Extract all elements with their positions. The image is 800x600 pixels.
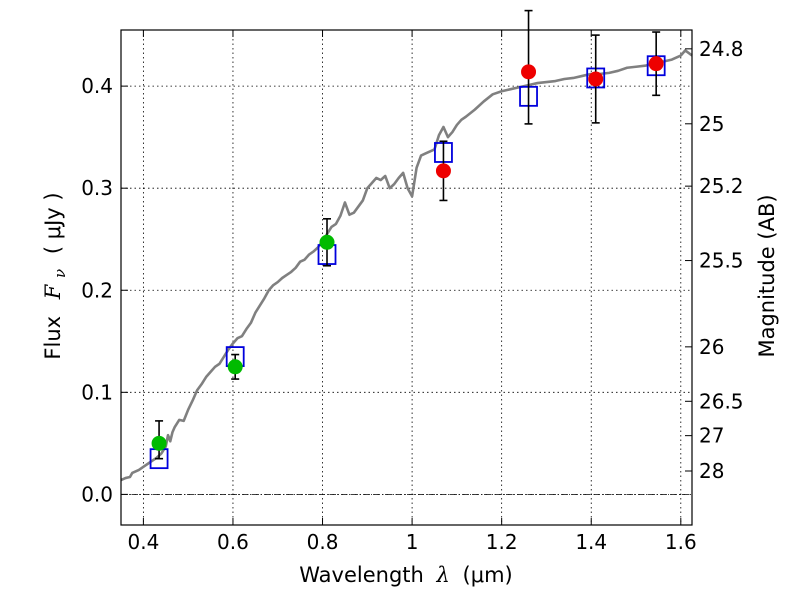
green-flux-point xyxy=(151,435,167,451)
y-tick-label: 0.4 xyxy=(81,74,113,98)
mag-tick-label: 28 xyxy=(699,459,724,483)
x-tick-label: 0.6 xyxy=(217,530,249,554)
y-tick-label: 0.1 xyxy=(81,380,113,404)
x-tick-label: 1.6 xyxy=(665,530,697,554)
red-flux-point xyxy=(588,71,604,87)
y-axis-title: Flux F ν ( μJy ) xyxy=(41,192,70,359)
x-tick-label: 1 xyxy=(406,530,419,554)
x-tick-label: 1.2 xyxy=(486,530,518,554)
y-axis-title-prefix: Flux xyxy=(41,316,65,360)
y-axis-title-symbol: F xyxy=(41,283,65,300)
mag-tick-label: 26.5 xyxy=(699,389,744,413)
y-axis-title-units: ( μJy ) xyxy=(41,192,65,254)
right-axis-title: Magnitude (AB) xyxy=(755,194,779,357)
photometry-points xyxy=(151,56,664,451)
model-sed-line xyxy=(120,49,693,482)
y-tick-label: 0.2 xyxy=(81,278,113,302)
tick-labels: 0.4 0.6 0.8 1 1.2 1.4 1.6 0.0 0.1 0.2 0.3 0.4 24.8 25… xyxy=(81,37,743,554)
red-flux-point xyxy=(521,64,537,80)
red-flux-point xyxy=(648,56,664,72)
mag-tick-label: 25.5 xyxy=(699,249,744,273)
x-tick-label: 0.4 xyxy=(127,530,159,554)
green-flux-point xyxy=(319,234,335,250)
y-axis-title-sub: ν xyxy=(51,269,69,278)
x-axis-title: Wavelength λ (μm) xyxy=(299,563,512,587)
green-flux-point xyxy=(227,359,243,375)
model-sed-layer xyxy=(120,49,693,482)
y-tick-label: 0.0 xyxy=(81,482,113,506)
plot-frame xyxy=(120,29,693,526)
mag-tick-label: 27 xyxy=(699,424,724,448)
x-tick-label: 1.4 xyxy=(575,530,607,554)
mag-tick-label: 24.8 xyxy=(699,37,744,61)
x-tick-label: 0.8 xyxy=(307,530,339,554)
x-axis-title-symbol: λ xyxy=(436,563,450,587)
error-bars xyxy=(155,9,661,460)
mag-tick-label: 25 xyxy=(699,112,724,136)
x-axis-title-prefix: Wavelength xyxy=(299,563,424,587)
mag-tick-label: 25.2 xyxy=(699,174,744,198)
model-flux-boxes xyxy=(149,55,666,470)
grid-lines xyxy=(121,30,692,525)
y-tick-label: 0.3 xyxy=(81,176,113,200)
mag-tick-label: 26 xyxy=(699,335,724,359)
red-flux-point xyxy=(435,163,451,179)
x-axis-title-units: (μm) xyxy=(463,563,513,587)
axis-ticks xyxy=(121,30,692,525)
